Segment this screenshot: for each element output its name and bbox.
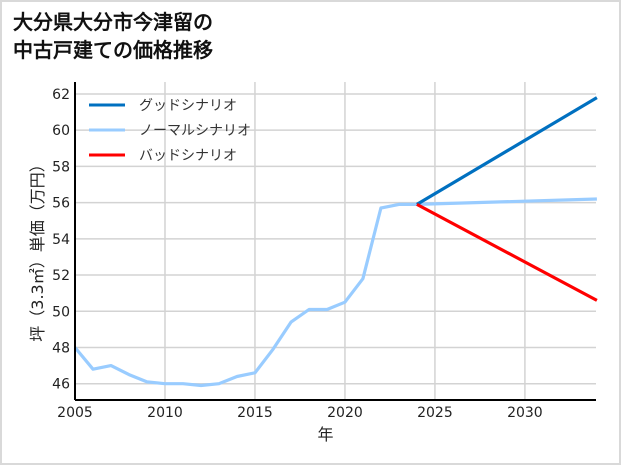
axes bbox=[74, 82, 596, 401]
x-tick-labels: 2005 2010 2015 2020 2025 2030 bbox=[57, 405, 543, 421]
y-tick-label: 48 bbox=[52, 340, 70, 356]
series-line bbox=[73, 197, 597, 388]
x-tick-label: 2015 bbox=[237, 405, 273, 421]
x-tick-label: 2010 bbox=[147, 405, 183, 421]
legend-label: バッドシナリオ bbox=[139, 148, 237, 164]
legend-label: グッドシナリオ bbox=[139, 98, 237, 114]
y-tick-label: 52 bbox=[52, 268, 70, 284]
y-tick-label: 54 bbox=[52, 232, 70, 248]
y-tick-labels: 46 48 50 52 54 56 58 60 62 bbox=[52, 87, 70, 393]
y-axis-label: 坪（3.3㎡）単価（万円） bbox=[28, 156, 47, 341]
x-tick-label: 2020 bbox=[327, 405, 363, 421]
series-line bbox=[416, 96, 598, 206]
x-tick-label: 2025 bbox=[417, 405, 453, 421]
y-tick-label: 56 bbox=[52, 196, 70, 212]
y-tick-label: 60 bbox=[52, 123, 70, 139]
series-line bbox=[416, 202, 598, 302]
y-tick-label: 50 bbox=[52, 304, 70, 320]
y-tick-label: 62 bbox=[52, 87, 70, 103]
x-axis-label: 年 bbox=[317, 425, 333, 444]
y-tick-label: 58 bbox=[52, 159, 70, 175]
grid-lines bbox=[74, 82, 596, 400]
data-series bbox=[73, 96, 598, 388]
legend-label: ノーマルシナリオ bbox=[139, 123, 251, 139]
x-tick-label: 2030 bbox=[507, 405, 543, 421]
x-tick-label: 2005 bbox=[57, 405, 93, 421]
y-tick-label: 46 bbox=[52, 377, 70, 393]
chart-title: 大分県大分市今津留の 中古戸建ての価格推移 bbox=[13, 10, 213, 62]
